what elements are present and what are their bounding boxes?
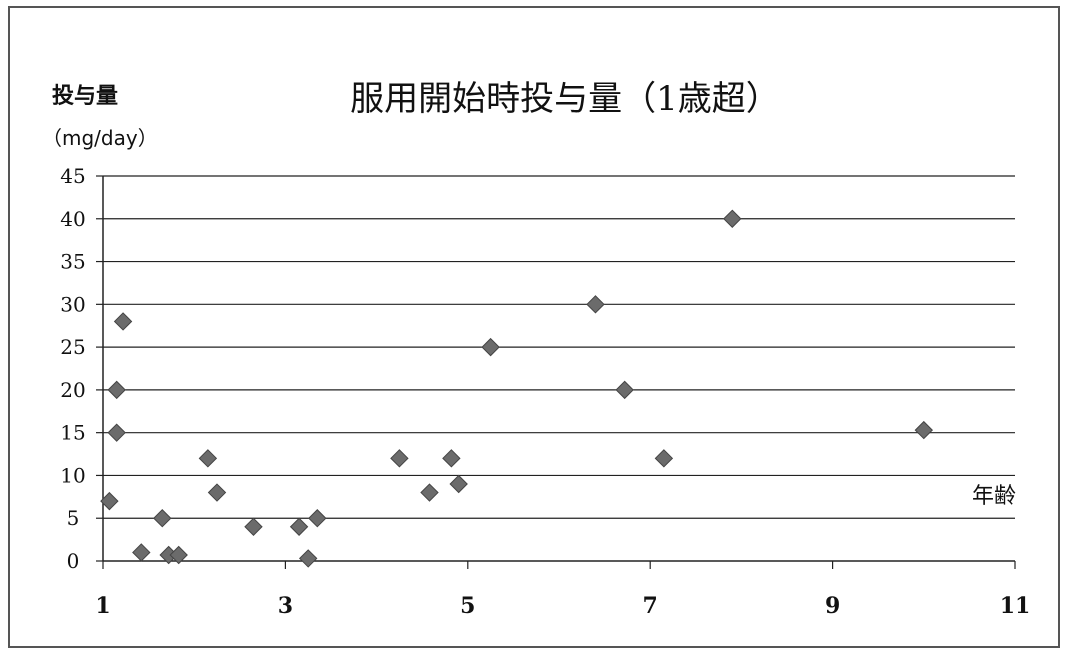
x-axis-label: 年齢 [972,484,1016,509]
data-point-23 [914,420,934,440]
y-tick-label: 45 [60,164,85,188]
y-tick-label: 35 [60,250,85,274]
data-point-1 [107,380,126,400]
data-point-16 [442,449,461,468]
y-tick-label: 0 [67,549,80,573]
y-axis-unit: （mg/day） [42,126,158,150]
data-point-3 [113,312,133,331]
x-tick-label: 9 [825,593,840,619]
axes [96,175,1016,569]
data-point-12 [298,549,318,568]
data-point-17 [449,474,468,494]
data-point-13 [308,509,327,528]
x-tick-labels: 1 3 5 7 9 11 [95,593,1030,619]
x-tick-label: 1 [95,593,110,619]
y-tick-label: 20 [60,378,85,402]
data-point-9 [207,483,227,502]
data-point-22 [723,209,742,228]
y-tick-label: 40 [60,207,85,231]
chart-frame [8,6,1060,648]
y-axis-label: 投与量 [52,84,118,109]
data-point-2 [107,423,126,442]
y-tick-label: 15 [60,421,85,445]
data-point-19 [586,295,605,314]
data-point-0 [100,491,119,511]
x-tick-label: 11 [1000,593,1031,619]
data-points [100,209,934,568]
x-tick-label: 7 [643,593,658,619]
data-point-20 [615,380,634,400]
x-tick-label: 3 [278,593,293,619]
data-point-10 [244,517,263,536]
y-tick-labels: 0 5 10 15 20 25 30 35 40 45 [60,164,85,573]
data-point-5 [153,509,172,528]
data-point-4 [132,543,151,562]
data-point-7 [169,545,188,565]
y-tick-label: 25 [60,335,85,359]
gridlines [103,175,1015,519]
x-tick-label: 5 [460,593,475,619]
chart-title: 服用開始時投与量（1歳超） [350,79,780,119]
data-point-18 [481,337,500,357]
data-point-14 [390,449,409,468]
data-point-15 [420,483,439,502]
y-tick-label: 30 [60,292,85,316]
y-tick-label: 5 [67,506,80,530]
data-point-21 [654,449,674,468]
data-point-8 [198,449,218,468]
y-tick-label: 10 [60,463,85,487]
data-point-11 [289,517,309,536]
